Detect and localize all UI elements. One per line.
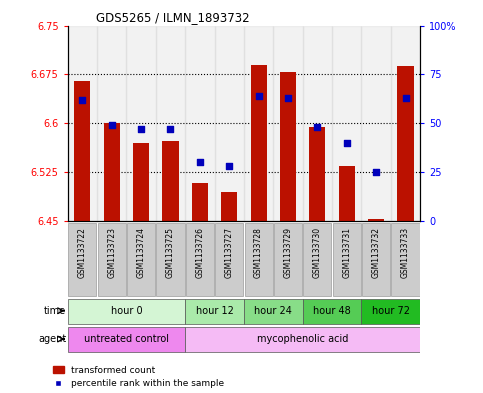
Text: GSM1133730: GSM1133730 [313, 227, 322, 278]
FancyBboxPatch shape [303, 223, 331, 296]
Bar [74, 81, 90, 221]
Text: GSM1133729: GSM1133729 [284, 227, 293, 278]
FancyBboxPatch shape [98, 223, 126, 296]
Bar [127, 26, 156, 221]
Bar [68, 26, 97, 221]
Point [108, 122, 115, 129]
Text: mycophenolic acid: mycophenolic acid [257, 334, 348, 344]
Point [226, 163, 233, 169]
FancyBboxPatch shape [303, 299, 361, 324]
Point [255, 93, 262, 99]
Text: hour 12: hour 12 [196, 306, 233, 316]
FancyBboxPatch shape [156, 223, 185, 296]
Bar [332, 26, 361, 221]
Text: GDS5265 / ILMN_1893732: GDS5265 / ILMN_1893732 [96, 11, 249, 24]
Point [284, 95, 292, 101]
Point [137, 126, 145, 132]
Bar [221, 193, 237, 221]
FancyBboxPatch shape [68, 299, 185, 324]
Text: GSM1133732: GSM1133732 [371, 227, 381, 278]
Point [343, 140, 351, 146]
Bar [104, 123, 120, 221]
Text: GSM1133724: GSM1133724 [137, 227, 145, 278]
Text: hour 24: hour 24 [255, 306, 292, 316]
Text: GSM1133727: GSM1133727 [225, 227, 234, 278]
Bar [303, 26, 332, 221]
FancyBboxPatch shape [186, 223, 214, 296]
Text: time: time [44, 306, 66, 316]
Point [372, 169, 380, 175]
Bar [361, 26, 391, 221]
FancyBboxPatch shape [361, 299, 420, 324]
FancyBboxPatch shape [185, 299, 244, 324]
Bar [156, 26, 185, 221]
Point [78, 97, 86, 103]
Text: hour 0: hour 0 [111, 306, 142, 316]
Text: hour 48: hour 48 [313, 306, 351, 316]
Text: untreated control: untreated control [84, 334, 169, 344]
Point [196, 159, 204, 165]
FancyBboxPatch shape [362, 223, 390, 296]
Bar [251, 65, 267, 221]
Text: GSM1133733: GSM1133733 [401, 227, 410, 278]
Bar [309, 127, 326, 221]
FancyBboxPatch shape [215, 223, 243, 296]
Text: GSM1133726: GSM1133726 [195, 227, 204, 278]
FancyBboxPatch shape [391, 223, 420, 296]
Bar [133, 143, 149, 221]
Text: agent: agent [38, 334, 66, 344]
Text: GSM1133728: GSM1133728 [254, 227, 263, 278]
Bar [162, 141, 179, 221]
Bar [280, 72, 296, 221]
Bar [185, 26, 214, 221]
Text: GSM1133731: GSM1133731 [342, 227, 351, 278]
Bar [214, 26, 244, 221]
Point [313, 124, 321, 130]
FancyBboxPatch shape [68, 223, 97, 296]
Text: hour 72: hour 72 [372, 306, 410, 316]
FancyBboxPatch shape [244, 299, 303, 324]
FancyBboxPatch shape [185, 327, 420, 352]
FancyBboxPatch shape [68, 327, 185, 352]
FancyBboxPatch shape [333, 223, 361, 296]
Bar [368, 219, 384, 221]
FancyBboxPatch shape [274, 223, 302, 296]
Bar [192, 183, 208, 221]
Bar [339, 166, 355, 221]
Bar [398, 66, 413, 221]
Bar [97, 26, 127, 221]
Point [167, 126, 174, 132]
Bar [273, 26, 303, 221]
Text: GSM1133723: GSM1133723 [107, 227, 116, 278]
Legend: transformed count, percentile rank within the sample: transformed count, percentile rank withi… [53, 365, 224, 388]
Text: GSM1133722: GSM1133722 [78, 227, 87, 278]
Text: GSM1133725: GSM1133725 [166, 227, 175, 278]
Bar [391, 26, 420, 221]
Point [402, 95, 410, 101]
FancyBboxPatch shape [244, 223, 273, 296]
FancyBboxPatch shape [127, 223, 155, 296]
Bar [244, 26, 273, 221]
